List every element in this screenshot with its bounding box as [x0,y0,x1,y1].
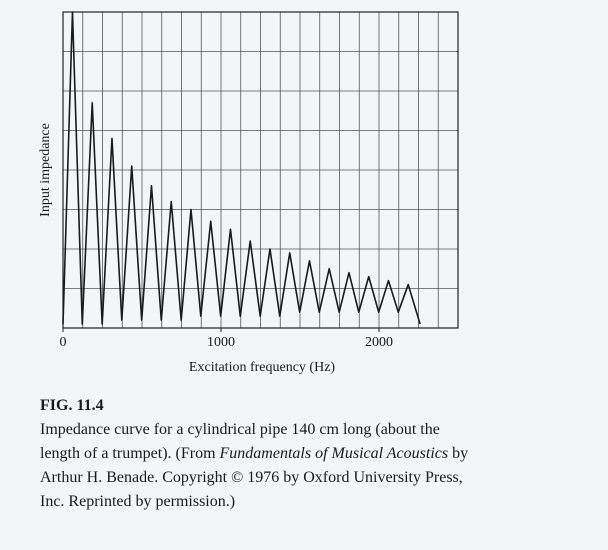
chart: Excitation frequency (Hz) Input impedanc… [38,11,459,375]
caption: FIG. 11.4 Impedance curve for a cylindri… [40,394,470,514]
x-tick-label: 2000 [365,335,393,350]
figure-label: FIG. 11.4 [40,397,104,414]
plot-frame [62,11,459,329]
y-axis-label: Input impedance [38,123,53,217]
impedance-curve [62,11,421,325]
x-axis-label: Excitation frequency (Hz) [189,360,335,375]
x-tick-label: 1000 [207,335,235,350]
caption-book-title: Fundamentals of Musical Acoustics [219,445,449,462]
caption-text: by Arthur H. Benade. Copyright © 1976 by… [40,445,469,510]
caption-text: Impedance curve for a cylindrical pipe 1… [40,421,440,462]
x-tick-label: 0 [60,335,67,350]
